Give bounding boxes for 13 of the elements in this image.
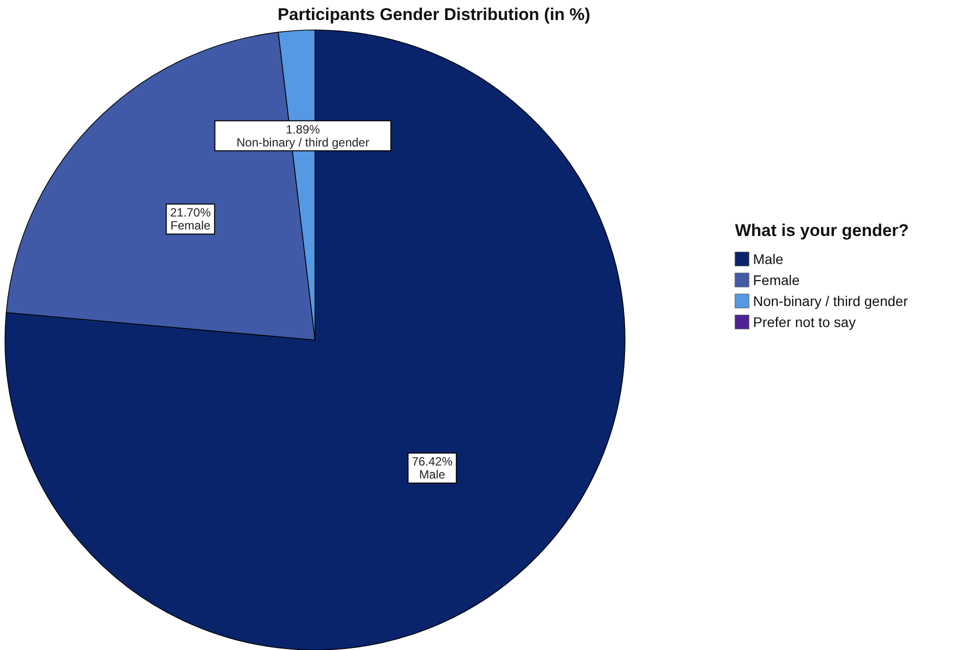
slice-label: Non-binary / third gender <box>236 135 370 150</box>
legend-title: What is your gender? <box>735 221 909 240</box>
legend-label: Prefer not to say <box>753 314 856 330</box>
data-label: 21.70% <box>170 206 212 220</box>
data-label: 1.89% <box>286 122 320 136</box>
data-label: 76.42% <box>412 454 453 469</box>
slice-label: Male <box>419 468 446 482</box>
legend-label: Non-binary / third gender <box>753 293 908 309</box>
slice-label: Female <box>170 218 211 233</box>
legend-label: Female <box>753 272 800 288</box>
pie-slice <box>4 30 626 650</box>
legend-label: Male <box>753 251 784 267</box>
chart-title: Participants Gender Distribution (in %) <box>278 5 590 24</box>
